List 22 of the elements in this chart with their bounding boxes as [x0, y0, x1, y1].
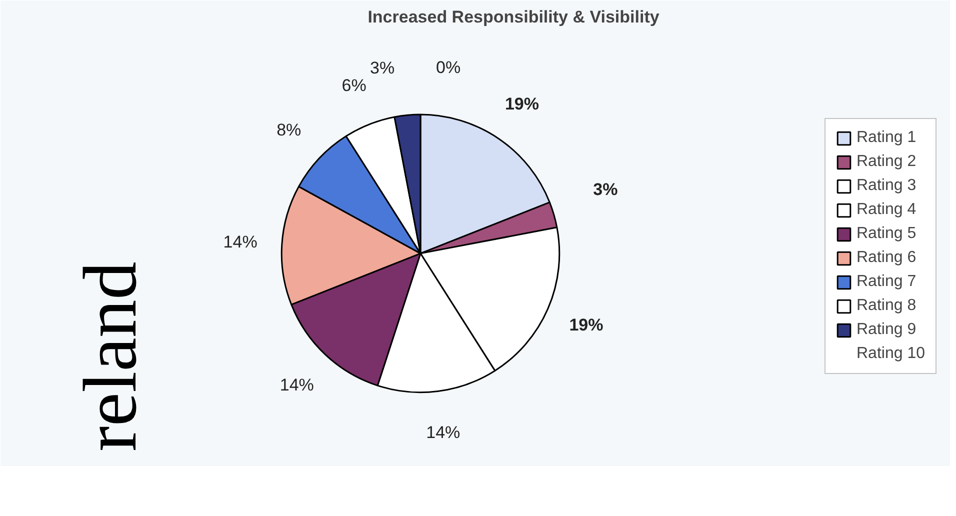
legend-label: Rating 8 — [856, 297, 916, 315]
legend-label: Rating 7 — [856, 273, 916, 291]
legend-label: Rating 3 — [856, 177, 916, 195]
data-label: 3% — [370, 58, 395, 78]
category-label: Rating 10 — [856, 345, 925, 362]
legend-label: Rating 1 — [856, 129, 916, 147]
legend-label: Rating 4 — [856, 201, 916, 219]
data-label: 6% — [342, 76, 366, 96]
data-label: 3% — [593, 180, 618, 200]
text: reland — [68, 262, 152, 452]
data-label: 14% — [280, 376, 314, 395]
legend-label: Rating 5 — [856, 225, 916, 243]
chart-title: Increased Responsibility & Visibility — [368, 8, 660, 26]
data-label: 14% — [223, 232, 258, 252]
legend-label: Rating 9 — [856, 321, 916, 339]
data-label: 19% — [569, 316, 604, 335]
text: 0% — [436, 58, 461, 77]
data-label: 19% — [504, 94, 540, 114]
data-label: 14% — [426, 423, 460, 442]
legend-label: Rating 2 — [856, 153, 916, 171]
data-label: 8% — [276, 120, 302, 140]
legend-label: Rating 6 — [856, 249, 916, 267]
